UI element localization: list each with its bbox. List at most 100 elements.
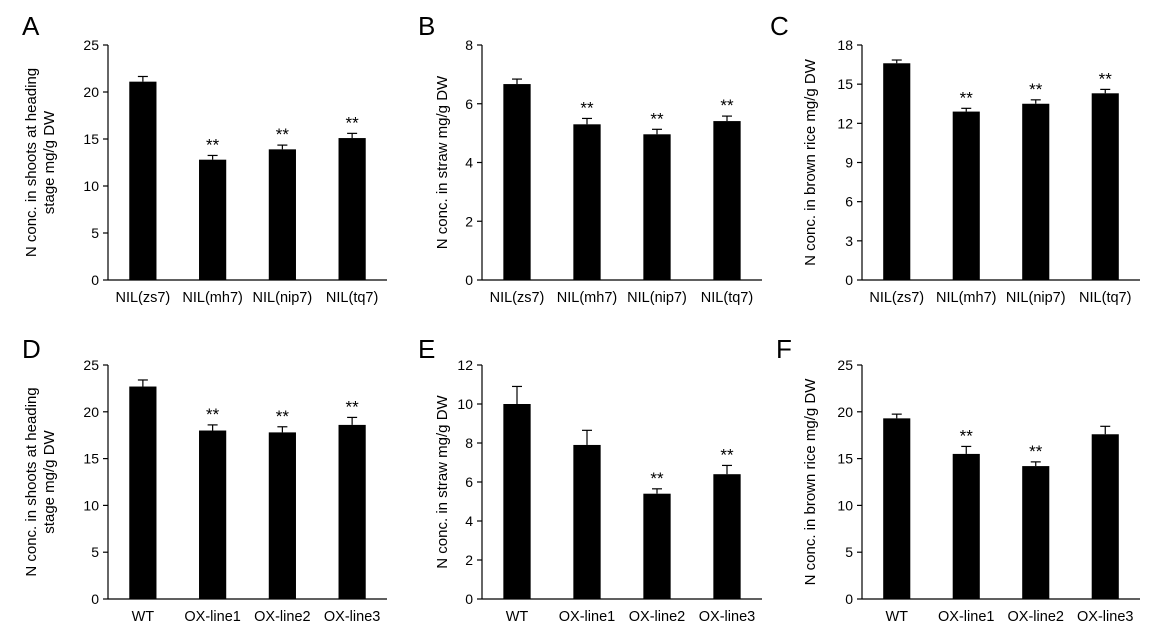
chart-panel-c: C 0 3 6 9 12 15 18 N conc. in brown rice mg/g DW… [770, 11, 1140, 306]
panel-letter: F [776, 334, 792, 364]
y-tick-label: 0 [845, 591, 853, 607]
bar [643, 134, 671, 280]
panel-letter: B [418, 11, 435, 41]
panel-letter: C [770, 11, 789, 41]
y-axis-label-line: stage mg/g DW [41, 110, 58, 214]
bar [952, 111, 980, 280]
y-axis-label-line: N conc. in straw mg/g DW [434, 75, 451, 249]
y-axis-label: N conc. in straw mg/g DW [434, 75, 451, 249]
x-tick-label: OX-line1 [559, 609, 615, 625]
y-tick-label: 8 [465, 435, 473, 451]
bar [129, 386, 157, 599]
bar [338, 424, 366, 599]
significance-label: ** [650, 109, 664, 128]
chart-panel-b: B 0 2 4 6 8 N conc. in straw mg/g DW NIL(zs7) **… [418, 11, 762, 306]
y-tick-label: 6 [465, 474, 473, 490]
x-tick-label: OX-line3 [324, 609, 380, 625]
y-tick-label: 20 [83, 404, 99, 420]
bar [1091, 434, 1119, 599]
significance-label: ** [276, 407, 290, 426]
y-tick-label: 10 [83, 497, 99, 513]
significance-label: ** [1029, 80, 1043, 99]
x-tick-label: WT [132, 609, 155, 625]
bar [883, 63, 911, 281]
y-tick-label: 10 [837, 497, 853, 513]
significance-label: ** [1029, 442, 1043, 461]
x-tick-label: NIL(zs7) [869, 290, 924, 306]
y-tick-label: 20 [83, 84, 99, 100]
bar [713, 121, 741, 280]
bar [199, 159, 227, 280]
bar [503, 84, 531, 280]
y-tick-label: 15 [83, 451, 99, 467]
significance-label: ** [206, 405, 220, 424]
x-tick-label: NIL(zs7) [115, 290, 170, 306]
y-tick-label: 2 [465, 552, 473, 568]
x-tick-label: OX-line2 [629, 609, 685, 625]
y-tick-label: 6 [845, 194, 853, 210]
x-tick-label: OX-line2 [1008, 609, 1064, 625]
bar [573, 124, 601, 280]
y-tick-label: 15 [837, 451, 853, 467]
bar [199, 430, 227, 599]
y-tick-label: 20 [837, 404, 853, 420]
significance-label: ** [346, 397, 360, 416]
y-tick-label: 3 [845, 233, 853, 249]
significance-label: ** [1099, 69, 1113, 88]
chart-panel-d: D 0 5 10 15 20 25 N conc. in shoots at headings… [22, 334, 387, 625]
y-axis-label: N conc. in brown rice mg/g DW [802, 58, 819, 266]
chart-panel-f: F 0 5 10 15 20 25 N conc. in brown rice mg/g DW… [776, 334, 1140, 625]
bar [1022, 466, 1050, 599]
y-tick-label: 25 [83, 37, 99, 53]
bar [338, 138, 366, 280]
significance-label: ** [580, 98, 594, 117]
x-tick-label: NIL(mh7) [182, 290, 242, 306]
y-tick-label: 15 [83, 131, 99, 147]
y-tick-label: 8 [465, 37, 473, 53]
y-axis-label-line: N conc. in shoots at heading [23, 68, 40, 257]
y-tick-label: 0 [465, 272, 473, 288]
y-tick-label: 4 [465, 155, 473, 171]
y-tick-label: 10 [457, 396, 473, 412]
y-tick-label: 0 [465, 591, 473, 607]
y-tick-label: 2 [465, 213, 473, 229]
x-tick-label: NIL(tq7) [701, 290, 753, 306]
y-axis-label: N conc. in straw mg/g DW [434, 394, 451, 568]
y-axis-label: N conc. in shoots at headingstage mg/g D… [23, 68, 58, 257]
y-axis-label-line: stage mg/g DW [41, 429, 58, 533]
x-tick-label: OX-line2 [254, 609, 310, 625]
y-tick-label: 9 [845, 155, 853, 171]
bar [503, 404, 531, 599]
bar [643, 493, 671, 599]
x-tick-label: NIL(nip7) [627, 290, 687, 306]
y-tick-label: 0 [91, 591, 99, 607]
x-tick-label: OX-line3 [1077, 609, 1133, 625]
y-tick-label: 0 [845, 272, 853, 288]
y-tick-label: 25 [83, 357, 99, 373]
significance-label: ** [650, 469, 664, 488]
significance-label: ** [960, 88, 974, 107]
bar [952, 453, 980, 599]
y-axis-label-line: N conc. in brown rice mg/g DW [802, 58, 819, 266]
bar [713, 474, 741, 599]
y-tick-label: 25 [837, 357, 853, 373]
y-tick-label: 12 [457, 357, 473, 373]
x-tick-label: NIL(mh7) [557, 290, 617, 306]
significance-label: ** [206, 135, 220, 154]
bar [883, 418, 911, 599]
y-axis-label: N conc. in shoots at headingstage mg/g D… [23, 387, 58, 576]
bar [268, 149, 296, 280]
y-tick-label: 12 [837, 115, 853, 131]
y-tick-label: 18 [837, 37, 853, 53]
bar [1022, 103, 1050, 280]
significance-label: ** [720, 96, 734, 115]
y-axis-label-line: N conc. in shoots at heading [23, 387, 40, 576]
y-axis-label-line: N conc. in straw mg/g DW [434, 394, 451, 568]
bar [268, 432, 296, 599]
x-tick-label: WT [885, 609, 908, 625]
chart-panel-e: E 0 2 4 6 8 10 12 N conc. in straw mg/g DW WT OX-l… [418, 334, 762, 625]
x-tick-label: NIL(nip7) [253, 290, 313, 306]
y-axis-label-line: N conc. in brown rice mg/g DW [802, 378, 819, 586]
significance-label: ** [960, 426, 974, 445]
